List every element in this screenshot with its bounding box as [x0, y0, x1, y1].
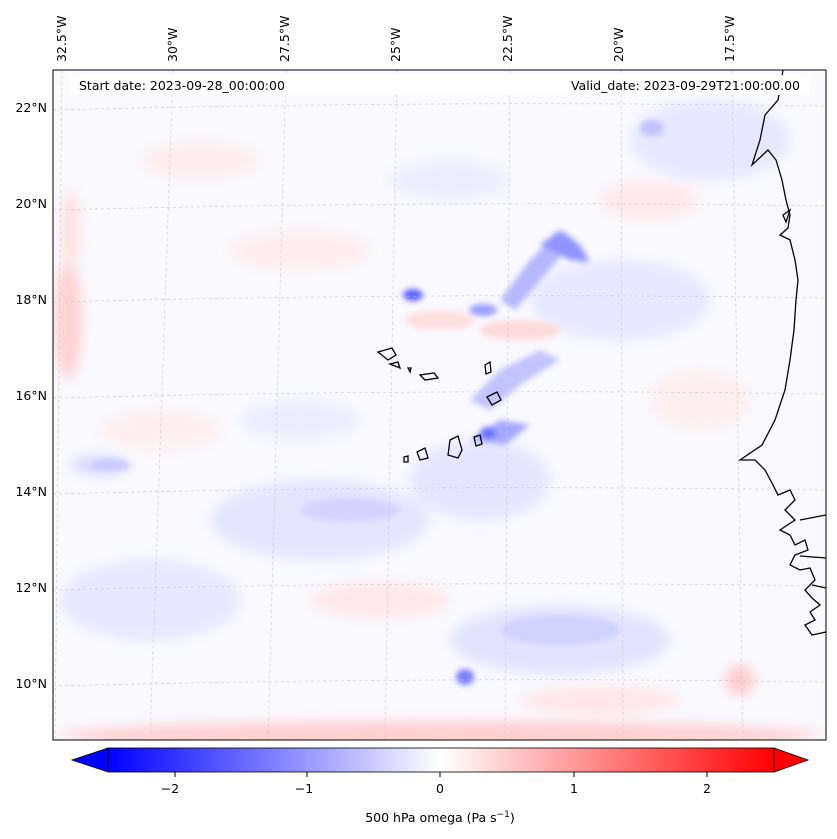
lat-label: 16°N [15, 388, 47, 403]
start-date-label: Start date: 2023-09-28_00:00:00 [79, 78, 285, 93]
lat-label: 20°N [15, 196, 47, 211]
colorbar-label-text: 500 hPa omega (Pa s [365, 810, 496, 825]
lat-label: 18°N [15, 292, 47, 307]
colorbar-tick: 0 [436, 781, 444, 796]
colorbar-label-close: ) [510, 810, 515, 825]
coastline [376, 70, 826, 636]
colorbar-body [107, 747, 775, 773]
lon-label: 25°W [388, 27, 403, 62]
island [416, 447, 429, 461]
omega-field [54, 100, 820, 740]
colorbar-extend-high [773, 747, 810, 773]
omega-strong-features [90, 120, 664, 685]
island [403, 455, 409, 463]
colorbar-label-exponent: −1 [497, 810, 510, 820]
lon-label: 30°W [165, 27, 180, 62]
colorbar-tick: −1 [295, 781, 313, 796]
lon-label: 22.5°W [500, 16, 515, 62]
colorbar-tick: 1 [570, 781, 578, 796]
africa-coast [737, 70, 826, 636]
island [406, 367, 412, 374]
gridlines [53, 70, 826, 740]
island [376, 347, 397, 361]
latitude-labels: 22°N 20°N 18°N 16°N 14°N 12°N 10°N [15, 100, 47, 691]
island [418, 372, 440, 381]
lon-label: 17.5°W [722, 16, 737, 62]
header-band [70, 75, 810, 95]
colorbar: −2 −1 0 1 2 500 hPa omega (Pa s−1) [70, 747, 810, 825]
lon-label: 32.5°W [54, 16, 69, 62]
map-panel: Start date: 2023-09-28_00:00:00 Valid_da… [53, 70, 826, 740]
island [486, 391, 502, 406]
colorbar-label: 500 hPa omega (Pa s−1) [365, 810, 515, 825]
map-frame [52, 69, 827, 741]
colorbar-extend-low [70, 747, 109, 773]
island [473, 434, 483, 447]
lat-label: 14°N [15, 484, 47, 499]
lon-label: 20°W [611, 27, 626, 62]
island [484, 360, 492, 375]
longitude-labels: 32.5°W 30°W 27.5°W 25°W 22.5°W 20°W 17.5… [54, 16, 737, 62]
lon-label: 27.5°W [277, 16, 292, 62]
island [447, 435, 463, 459]
valid-date-label: Valid_date: 2023-09-29T21:00:00.00 [571, 78, 800, 93]
lat-label: 12°N [15, 580, 47, 595]
colorbar-tick: 2 [703, 781, 711, 796]
lat-label: 22°N [15, 100, 47, 115]
colorbar-tick: −2 [161, 781, 179, 796]
lat-label: 10°N [15, 676, 47, 691]
island [387, 361, 402, 370]
